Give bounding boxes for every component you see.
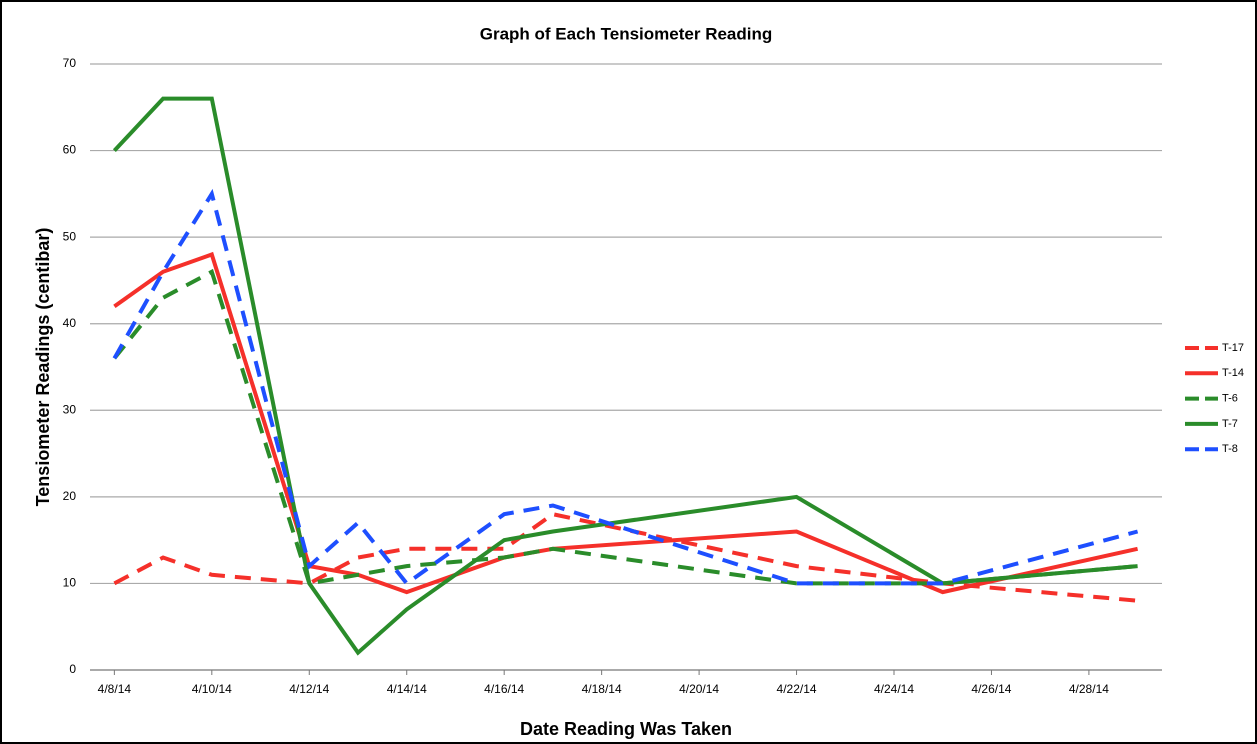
x-axis-title: Date Reading Was Taken [520,719,732,739]
x-tick-label: 4/8/14 [98,682,132,696]
y-tick-label: 50 [63,229,77,243]
y-tick-label: 30 [63,402,77,416]
y-tick-label: 60 [63,143,77,157]
x-tick-label: 4/16/14 [484,682,524,696]
y-tick-label: 10 [63,576,77,590]
series-line [112,268,1138,586]
x-tick-label: 4/12/14 [289,682,329,696]
legend-label: T-8 [1222,443,1238,455]
chart-title: Graph of Each Tensiometer Reading [480,24,773,43]
x-tick-label: 4/24/14 [874,682,914,696]
x-tick-label: 4/18/14 [582,682,622,696]
y-tick-label: 0 [69,662,76,676]
legend-label: T-14 [1222,367,1244,379]
y-tick-label: 70 [63,56,77,70]
legend-label: T-7 [1222,418,1238,430]
x-tick-label: 4/26/14 [971,682,1011,696]
legend-label: T-6 [1222,393,1238,405]
series-line [112,96,1138,656]
series-line [113,512,1138,603]
legend: T-17 T-14 T-6 T-7 T-8 [1185,342,1244,455]
legend-label: T-17 [1222,342,1244,354]
y-axis-title: Tensiometer Readings (centibar) [33,228,53,507]
series-line [112,188,1139,587]
x-tick-label: 4/28/14 [1069,682,1109,696]
x-tick-label: 4/20/14 [679,682,719,696]
x-tick-label: 4/14/14 [387,682,427,696]
y-tick-label: 40 [63,316,77,330]
x-tick-label: 4/22/14 [777,682,817,696]
x-tick-label: 4/10/14 [192,682,232,696]
y-tick-label: 20 [63,489,77,503]
series-line [113,251,1139,595]
